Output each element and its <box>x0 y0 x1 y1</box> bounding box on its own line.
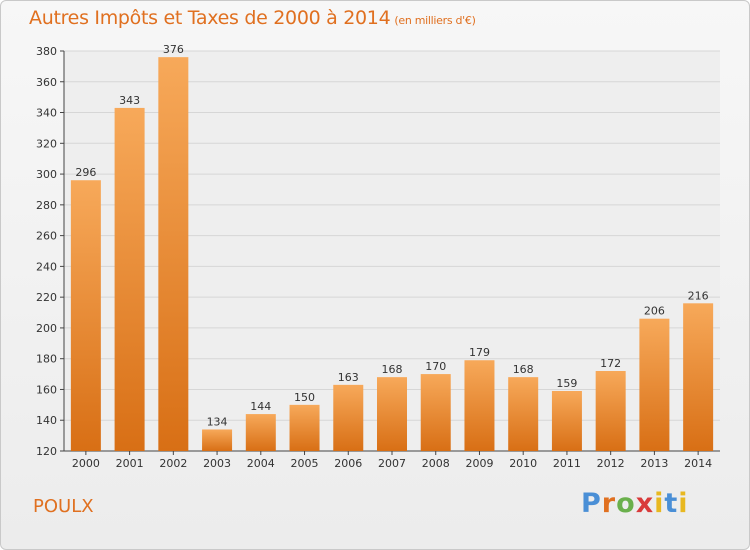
data-label: 150 <box>294 391 315 404</box>
logo-letter: x <box>635 488 655 519</box>
y-tick-label: 360 <box>36 76 57 89</box>
y-tick-label: 340 <box>36 107 57 120</box>
data-label: 296 <box>75 166 96 179</box>
x-tick-label: 2014 <box>684 457 712 470</box>
bar <box>114 107 145 451</box>
data-label: 134 <box>207 415 228 428</box>
chart-title-text: Autres Impôts et Taxes de 2000 à 2014 <box>29 7 391 29</box>
data-label: 172 <box>600 357 621 370</box>
bar <box>289 404 320 451</box>
x-tick-label: 2000 <box>72 457 100 470</box>
bar <box>333 384 364 451</box>
bar <box>464 360 495 451</box>
y-tick-label: 220 <box>36 291 57 304</box>
y-tick-label: 200 <box>36 322 57 335</box>
x-tick-label: 2001 <box>116 457 144 470</box>
bar <box>551 391 582 451</box>
data-label: 163 <box>338 371 359 384</box>
data-label: 376 <box>163 43 184 56</box>
bar <box>377 377 407 451</box>
bar <box>245 414 276 451</box>
data-label: 170 <box>425 360 446 373</box>
x-tick-label: 2012 <box>597 457 625 470</box>
data-label: 206 <box>644 305 665 318</box>
x-tick-label: 2005 <box>291 457 319 470</box>
logo-letter: P <box>581 488 602 519</box>
y-tick-label: 320 <box>36 137 57 150</box>
y-tick-label: 280 <box>36 199 57 212</box>
y-tick-label: 180 <box>36 353 57 366</box>
data-label: 159 <box>556 377 577 390</box>
bar <box>420 374 451 451</box>
x-tick-label: 2008 <box>422 457 450 470</box>
y-tick-label: 140 <box>36 414 57 427</box>
logo-letter: t <box>664 488 679 519</box>
y-tick-label: 380 <box>36 45 57 58</box>
bar <box>70 180 101 451</box>
bar <box>158 57 189 452</box>
x-tick-label: 2010 <box>509 457 537 470</box>
place-name: POULX <box>33 496 94 517</box>
logo-letter: o <box>616 488 636 519</box>
x-tick-label: 2011 <box>553 457 581 470</box>
x-tick-label: 2009 <box>465 457 493 470</box>
logo-letter: i <box>654 488 665 519</box>
data-label: 168 <box>513 363 534 376</box>
x-tick-label: 2006 <box>334 457 362 470</box>
bar <box>202 429 233 451</box>
x-tick-label: 2002 <box>159 457 187 470</box>
bar <box>508 377 539 451</box>
data-label: 144 <box>250 400 271 413</box>
data-label: 343 <box>119 94 140 107</box>
bar <box>683 303 714 451</box>
chart-subtitle: (en milliers d'€) <box>394 14 476 27</box>
y-tick-label: 120 <box>36 445 57 458</box>
proxiti-logo: Proxiti <box>581 488 689 519</box>
y-tick-label: 160 <box>36 383 57 396</box>
x-tick-label: 2004 <box>247 457 275 470</box>
logo-letter: r <box>601 488 617 519</box>
y-tick-label: 240 <box>36 260 57 273</box>
data-label: 168 <box>382 363 403 376</box>
x-tick-label: 2007 <box>378 457 406 470</box>
y-tick-label: 300 <box>36 168 57 181</box>
data-label: 179 <box>469 346 490 359</box>
x-tick-label: 2003 <box>203 457 231 470</box>
x-tick-label: 2013 <box>640 457 668 470</box>
bar <box>639 318 670 451</box>
y-tick-label: 260 <box>36 230 57 243</box>
logo-letter: i <box>678 488 689 519</box>
bar <box>595 371 626 451</box>
chart-title: Autres Impôts et Taxes de 2000 à 2014 (en… <box>29 7 476 29</box>
data-label: 216 <box>688 289 709 302</box>
